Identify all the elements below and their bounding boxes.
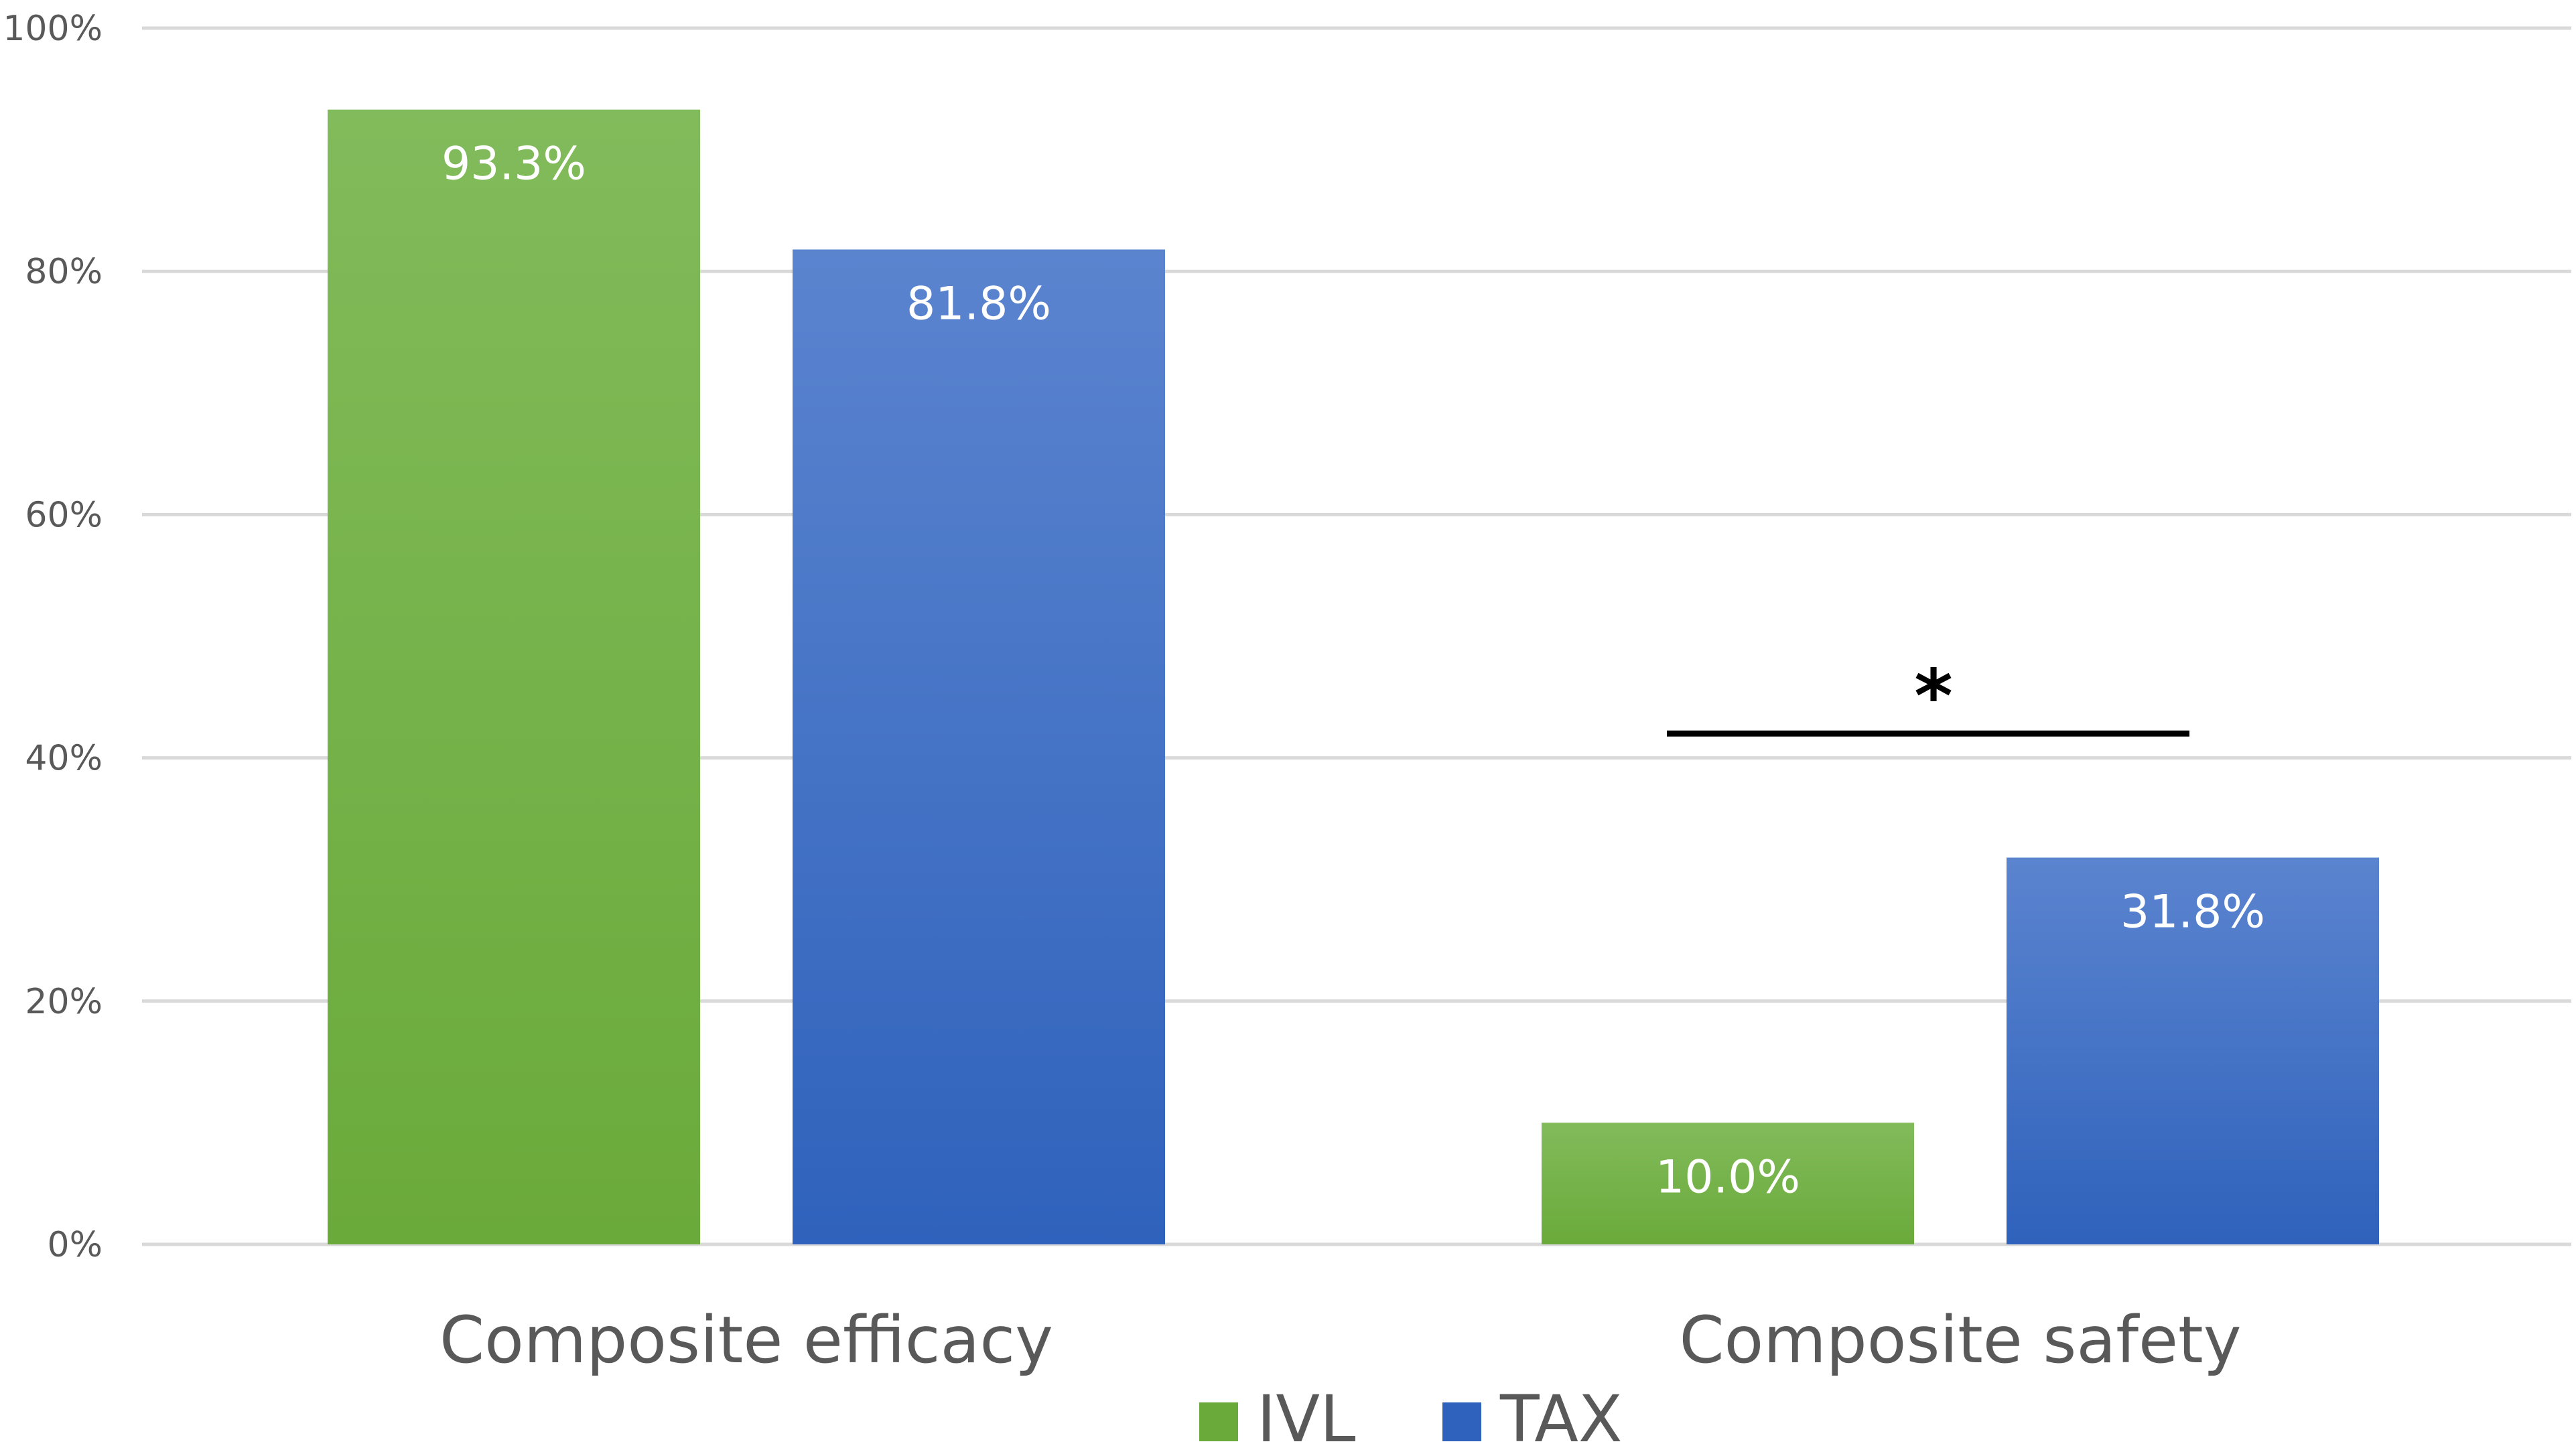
data-label: 93.3% — [442, 138, 586, 191]
data-label: 31.8% — [2120, 886, 2265, 939]
bar-tax-1 — [793, 249, 1165, 1245]
y-tick-label: 60% — [25, 495, 103, 535]
y-tick-label: 100% — [3, 9, 103, 49]
legend: IVL TAX — [1199, 1382, 1623, 1454]
significance-marker: * — [1914, 653, 1953, 739]
category-label: Composite efficacy — [439, 1303, 1053, 1378]
annotations: * — [1667, 653, 2189, 739]
bar-tax-2 — [2007, 857, 2379, 1244]
data-label: 81.8% — [906, 278, 1051, 331]
y-tick-label: 0% — [48, 1225, 103, 1265]
y-tick-label: 20% — [25, 982, 103, 1022]
category-label: Composite safety — [1679, 1303, 2241, 1378]
y-tick-label: 80% — [25, 252, 103, 292]
legend-swatch-tax — [1442, 1402, 1481, 1441]
data-labels: 93.3% 81.8% 10.0% 31.8% — [442, 138, 2265, 1204]
bar-ivl-2 — [1542, 1122, 1914, 1244]
data-label: 10.0% — [1655, 1151, 1800, 1204]
y-axis-ticks: 0% 20% 40% 60% 80% 100% — [3, 9, 103, 1265]
legend-label-tax: TAX — [1499, 1382, 1623, 1454]
legend-swatch-ivl — [1199, 1402, 1238, 1441]
legend-label-ivl: IVL — [1257, 1382, 1355, 1454]
category-axis: Composite efficacy Composite safety — [439, 1303, 2241, 1378]
bars — [328, 109, 2379, 1245]
bar-ivl-1 — [328, 109, 700, 1244]
y-tick-label: 40% — [25, 739, 103, 779]
